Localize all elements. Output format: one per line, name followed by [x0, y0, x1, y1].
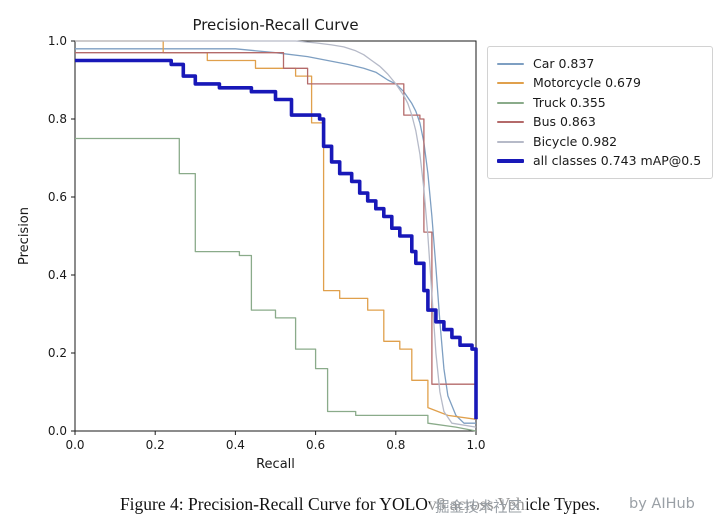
y-tick-label: 0.2: [48, 346, 67, 360]
legend-label: Motorcycle 0.679: [533, 75, 641, 90]
x-tick-label: 1.0: [466, 438, 485, 452]
y-tick-label: 0.0: [48, 424, 67, 438]
chart-title: Precision-Recall Curve: [192, 16, 358, 34]
legend-label: Bus 0.863: [533, 114, 596, 129]
legend-label: Car 0.837: [533, 55, 595, 71]
legend-item-car: Car 0.837: [497, 54, 701, 74]
figure-caption: Figure 4: Precision-Recall Curve for YOL…: [119, 494, 601, 514]
x-tick-label: 0.0: [65, 438, 84, 452]
legend-label: all classes 0.743 mAP@0.5: [533, 153, 702, 168]
legend-line-swatch: [497, 121, 524, 124]
watermark-attribution: by AIHub: [624, 495, 700, 513]
legend-line-swatch: [497, 140, 524, 143]
y-tick-label: 0.4: [48, 268, 67, 282]
y-tick-label: 0.6: [48, 190, 67, 204]
series-line-all-classes: [75, 58, 478, 420]
legend-line-swatch: [497, 159, 524, 164]
series-line-bicycle: [75, 40, 477, 428]
x-tick-label: 0.6: [306, 438, 325, 452]
legend-line-swatch: [497, 101, 524, 104]
legend-item-motorcycle: Motorcycle 0.679: [497, 74, 701, 94]
watermark-text: 掘金技术社区: [430, 495, 527, 518]
legend-label: Truck 0.355: [533, 94, 606, 110]
y-axis-label: Precision: [17, 207, 32, 265]
x-tick-label: 0.4: [226, 438, 245, 452]
x-tick-label: 0.8: [386, 438, 405, 452]
y-tick-label: 1.0: [48, 34, 67, 48]
legend-line-swatch: [497, 62, 524, 65]
legend-line-swatch: [497, 82, 524, 85]
series-line-motorcycle: [75, 40, 477, 420]
series-line-bus: [75, 52, 476, 385]
legend-label: Bicycle 0.982: [533, 133, 618, 149]
legend: Car 0.837 Motorcycle 0.679 Truck 0.355 Bus …: [487, 46, 714, 179]
x-axis-label: Recall: [256, 457, 295, 472]
legend-item-bicycle: Bicycle 0.982: [497, 132, 701, 152]
legend-item-all-classes: all classes 0.743 mAP@0.5: [497, 152, 701, 172]
precision-recall-chart: 0.0 0.2 0.4 0.6 0.8 1.0 0.0 0.2 0.4 0.6 0.8 1.0 Prec…: [17, 16, 486, 472]
series-line-truck: [75, 137, 477, 432]
series-line-car: [75, 48, 476, 424]
x-tick-label: 0.2: [146, 438, 165, 452]
legend-item-truck: Truck 0.355: [497, 93, 701, 113]
y-tick-label: 0.8: [48, 112, 67, 126]
legend-item-bus: Bus 0.863: [497, 113, 701, 133]
